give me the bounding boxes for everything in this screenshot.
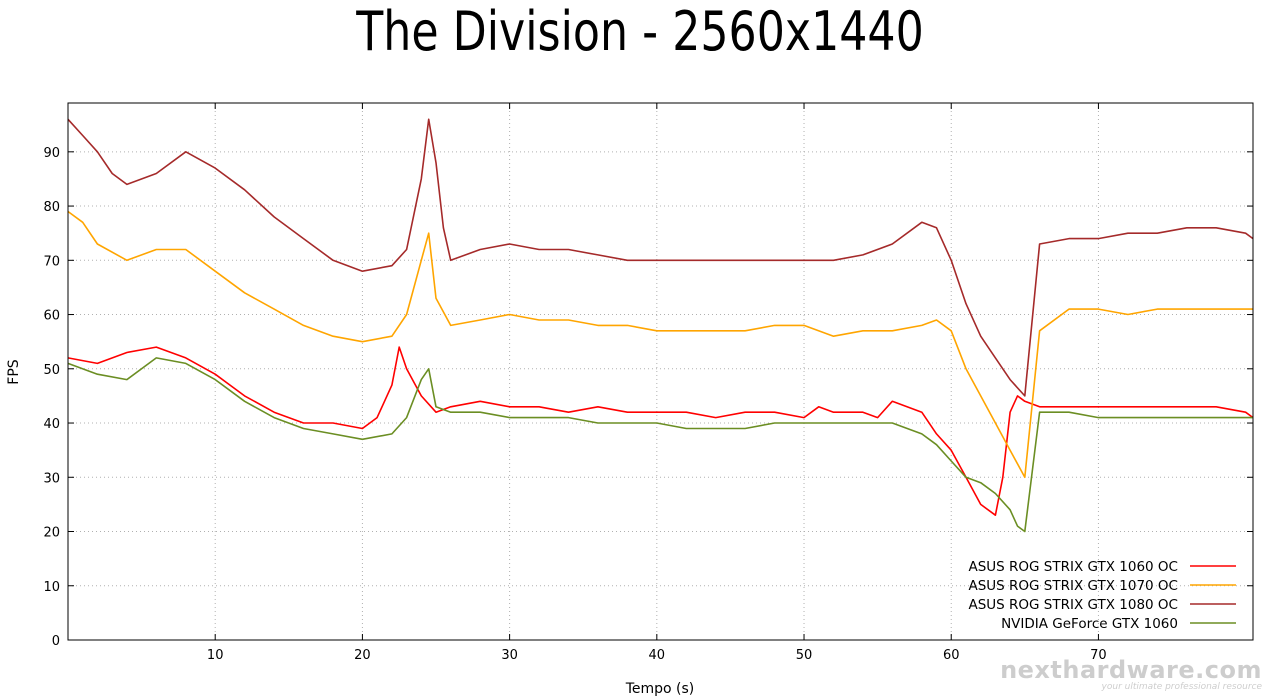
watermark-main-text: nexthardware.com bbox=[1000, 656, 1262, 684]
series-line-4 bbox=[67, 357, 1253, 533]
y-tick-label: 20 bbox=[43, 526, 60, 541]
y-axis-label: FPS bbox=[6, 359, 22, 384]
y-tick-label: 60 bbox=[43, 309, 60, 324]
watermark-logo: nexthardware.com your ultimate professio… bbox=[1000, 656, 1262, 692]
legend-label: ASUS ROG STRIX GTX 1060 OC bbox=[969, 559, 1179, 575]
legend: ASUS ROG STRIX GTX 1060 OC ASUS ROG STRIX… bbox=[969, 559, 1236, 632]
x-tick-label: 50 bbox=[796, 648, 813, 663]
watermark-sub-text: your ultimate professional resource bbox=[1101, 682, 1262, 692]
x-tick-label: 70 bbox=[1090, 648, 1107, 663]
x-tick-label: 20 bbox=[354, 648, 371, 663]
y-tick-label: 80 bbox=[43, 200, 60, 215]
series-line-2 bbox=[67, 210, 1253, 479]
series-layer bbox=[67, 118, 1254, 533]
x-axis-label: Tempo (s) bbox=[625, 681, 695, 697]
y-tick-label: 30 bbox=[43, 471, 60, 486]
legend-label: ASUS ROG STRIX GTX 1080 OC bbox=[969, 597, 1179, 613]
y-tick-label: 90 bbox=[43, 146, 60, 161]
y-tick-label: 10 bbox=[43, 580, 60, 595]
y-tick-label: 40 bbox=[43, 417, 60, 432]
x-tick-label: 10 bbox=[207, 648, 224, 663]
legend-label: NVIDIA GeForce GTX 1060 bbox=[1001, 616, 1178, 632]
y-tick-label: 0 bbox=[52, 634, 60, 649]
y-tick-label: 50 bbox=[43, 363, 60, 378]
legend-label: ASUS ROG STRIX GTX 1070 OC bbox=[969, 578, 1179, 594]
tick-layer: 10 20 30 40 50 60 70 0 10 20 30 40 50 60 70 80 90 bbox=[43, 103, 1253, 663]
series-line-3 bbox=[67, 118, 1254, 397]
x-tick-label: 30 bbox=[501, 648, 518, 663]
x-tick-label: 40 bbox=[649, 648, 666, 663]
x-tick-label: 60 bbox=[943, 648, 960, 663]
plot-frame bbox=[67, 102, 1254, 641]
chart-title: The Division - 2560x1440 bbox=[356, 0, 924, 63]
series-line-1 bbox=[67, 346, 1254, 517]
y-tick-label: 70 bbox=[43, 254, 60, 269]
